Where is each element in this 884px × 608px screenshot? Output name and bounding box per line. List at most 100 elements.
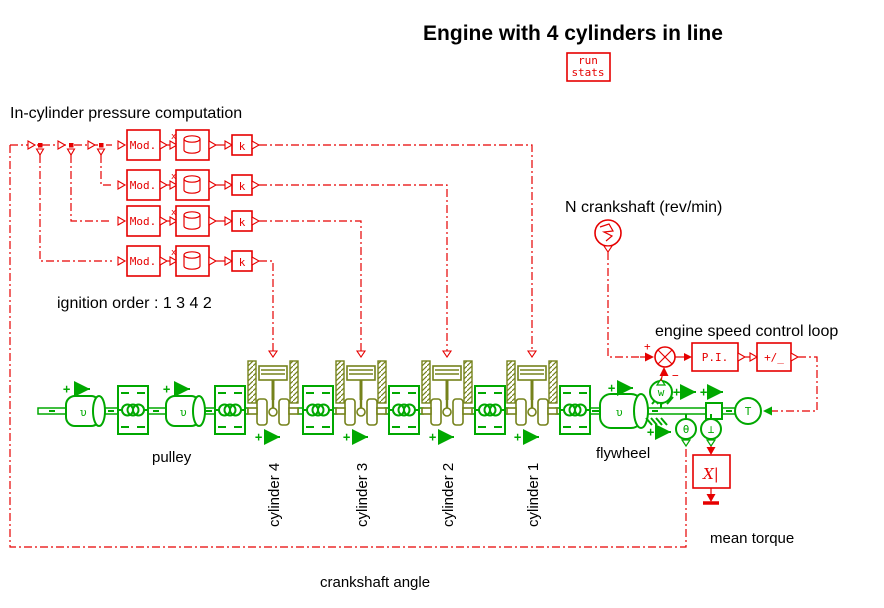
svg-text:+: + — [343, 430, 350, 444]
mod-block-label: Mod. — [130, 215, 157, 228]
coupling-block[interactable] — [705, 402, 723, 420]
mod-block[interactable]: Mod. — [126, 169, 161, 201]
mod-block[interactable]: Mod. — [126, 205, 161, 237]
pressure-row-4: Mod. x k — [126, 245, 279, 358]
gain-block[interactable]: k — [231, 174, 253, 196]
mod-block-label: Mod. — [130, 179, 157, 192]
direction-marks: + + + + + + + + + + — [63, 380, 723, 445]
run-stats-text-1: run — [578, 54, 598, 67]
arrowhead — [645, 352, 654, 362]
x-port-label: x — [171, 248, 177, 258]
crankshaft-angle-feedback-link — [9, 140, 687, 548]
gain-block-label: k — [239, 216, 246, 229]
n-crankshaft-label: N crankshaft (rev/min) — [565, 199, 722, 216]
cylinder-3-piston-block[interactable] — [334, 359, 388, 427]
flywheel-label: flywheel — [596, 445, 650, 462]
gain-block[interactable]: k — [231, 210, 253, 232]
mechanical-chain: υ υ υ T w — [37, 359, 762, 448]
cylinder-4-piston-block[interactable] — [246, 359, 300, 427]
sensor-port — [680, 439, 692, 448]
svg-text:+: + — [647, 425, 654, 439]
inertia-glyph: υ — [616, 406, 623, 419]
svg-text:+: + — [255, 430, 262, 444]
speed-control-loop: + − P.I. +/_ — [644, 340, 818, 416]
svg-text:+: + — [429, 430, 436, 444]
pressure-table-block[interactable] — [175, 205, 210, 237]
ignition-order-label: ignition order : 1 3 4 2 — [57, 295, 212, 312]
arrowhead — [706, 447, 716, 455]
page-title: Engine with 4 cylinders in line — [423, 22, 723, 45]
gain-block-label: k — [239, 140, 246, 153]
pressure-heading: In-cylinder pressure computation — [10, 105, 242, 122]
mod-block[interactable]: Mod. — [126, 245, 161, 277]
pressure-table-block[interactable] — [175, 129, 210, 161]
sum-junction-block[interactable] — [654, 346, 676, 368]
spring-damper-block[interactable] — [117, 385, 149, 435]
speed-sensor-label: w — [658, 386, 665, 399]
cylinder-2-piston-block[interactable] — [420, 359, 474, 427]
mod-block-label: Mod. — [130, 139, 157, 152]
saturation-label: +/_ — [764, 351, 784, 364]
n-setpoint-link — [607, 252, 640, 358]
mod-block[interactable]: Mod. — [126, 129, 161, 161]
mean-torque-chain: X| — [692, 446, 731, 505]
saturation-block[interactable]: +/_ — [756, 342, 792, 372]
spring-damper-block[interactable] — [388, 385, 420, 435]
pressure-table-block[interactable] — [175, 245, 210, 277]
gain-block-label: k — [239, 180, 246, 193]
mean-glyph: X| — [702, 465, 719, 483]
svg-text:+: + — [673, 385, 680, 399]
x-port-label: x — [171, 132, 177, 142]
pressure-row-2: Mod. x k — [126, 169, 453, 358]
cylinder-1-piston-block[interactable] — [505, 359, 559, 427]
arrowhead — [659, 367, 669, 376]
gain-block[interactable]: k — [231, 134, 253, 156]
cylinder-4-label: cylinder 4 — [266, 463, 283, 527]
inertia-glyph: υ — [80, 406, 87, 419]
sum-minus-sign: − — [672, 369, 679, 382]
torque-sensor-block[interactable]: ⊥ — [700, 414, 722, 448]
run-stats-text-2: stats — [571, 66, 604, 79]
spring-damper-block[interactable] — [559, 385, 591, 435]
mean-torque-label: mean torque — [710, 530, 794, 547]
cylinder-3-label: cylinder 3 — [354, 463, 371, 527]
svg-text:+: + — [63, 382, 70, 396]
svg-text:+: + — [608, 381, 615, 395]
run-stats-block[interactable]: run stats — [566, 52, 611, 82]
pulley-label: pulley — [152, 449, 192, 466]
n-crankshaft-source-block[interactable] — [594, 219, 622, 253]
mean-block[interactable]: X| — [692, 454, 731, 489]
cylinder-2-label: cylinder 2 — [440, 463, 457, 527]
pressure-table-block[interactable] — [175, 169, 210, 201]
torque-source-block[interactable]: T — [734, 397, 762, 425]
source-port — [602, 245, 614, 253]
flywheel-block[interactable] — [599, 393, 649, 429]
cylinder-1-label: cylinder 1 — [525, 463, 542, 527]
angle-sensor-block[interactable]: θ — [675, 414, 697, 448]
spring-damper-block[interactable] — [214, 385, 246, 435]
torque-source-label: T — [745, 405, 752, 418]
pressure-row-3: Mod. x k — [126, 205, 367, 358]
pressure-row-1: Mod. x k — [126, 129, 538, 358]
inertia-glyph: υ — [180, 406, 187, 419]
signal-icon — [599, 223, 614, 242]
spring-damper-block[interactable] — [474, 385, 506, 435]
crankshaft-angle-label: crankshaft angle — [320, 574, 430, 591]
x-port-label: x — [171, 208, 177, 218]
mod-block-label: Mod. — [130, 255, 157, 268]
gain-block-label: k — [239, 256, 246, 269]
arrowhead — [706, 494, 716, 502]
pi-label: P.I. — [702, 351, 729, 364]
torque-sensor-label: ⊥ — [708, 423, 715, 436]
x-port-label: x — [171, 172, 177, 182]
spring-damper-block[interactable] — [302, 385, 334, 435]
bearing-hatch-bottom — [645, 417, 668, 426]
sensor-port — [705, 439, 717, 448]
sensor-port — [655, 377, 667, 386]
svg-text:+: + — [163, 382, 170, 396]
sum-plus-sign: + — [644, 340, 651, 353]
gain-block[interactable]: k — [231, 250, 253, 272]
angle-sensor-label: θ — [683, 423, 690, 436]
pi-controller-block[interactable]: P.I. — [691, 342, 739, 372]
